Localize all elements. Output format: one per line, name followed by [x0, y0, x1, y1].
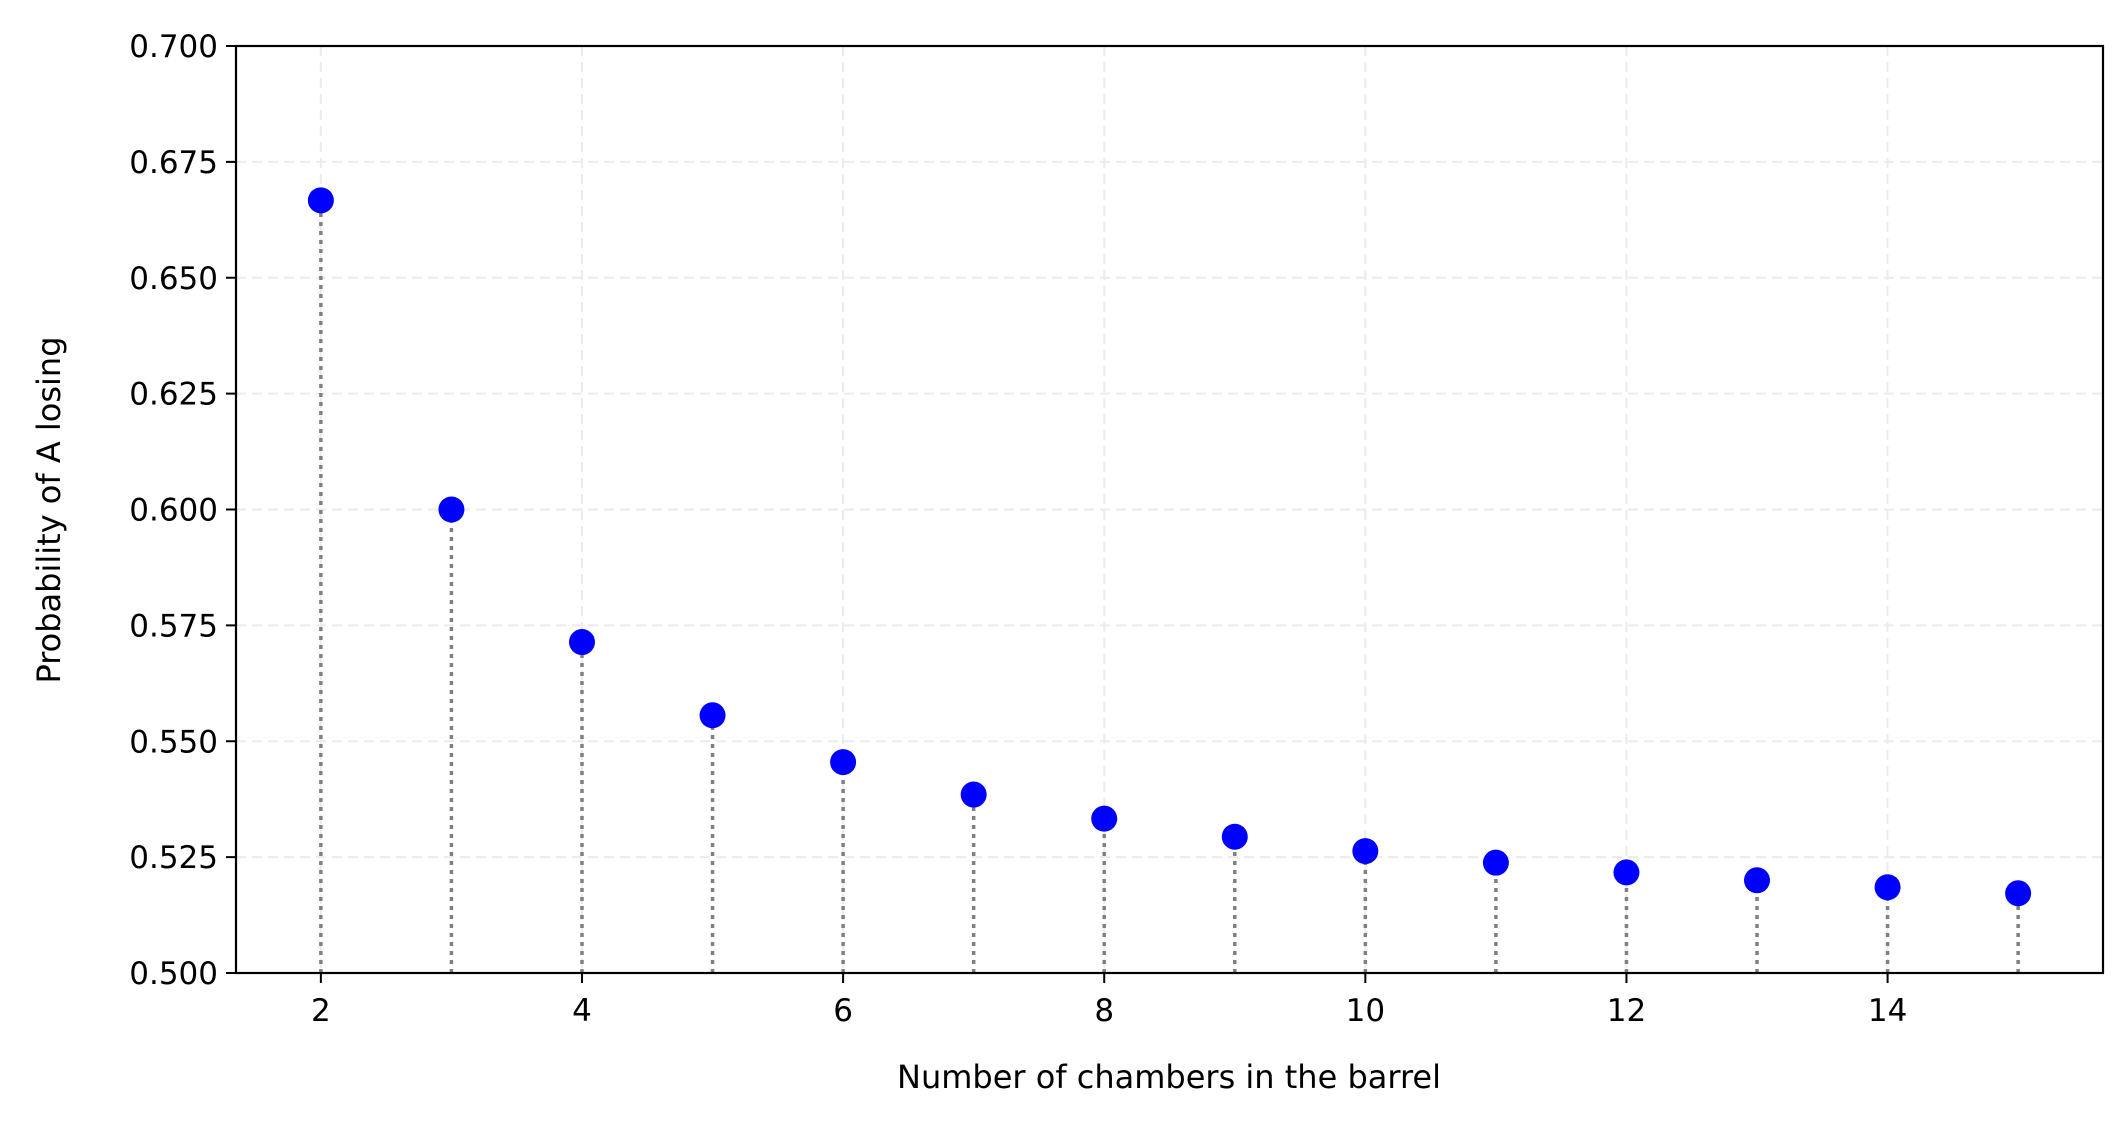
x-tick-label: 10: [1346, 993, 1385, 1029]
stem-lines: [319, 200, 2020, 973]
x-tick-label: 12: [1607, 993, 1646, 1029]
x-axis-title: Number of chambers in the barrel: [897, 1058, 1441, 1096]
x-tick-label: 14: [1868, 993, 1907, 1029]
x-tick-label: 6: [833, 993, 853, 1029]
y-tick-label: 0.700: [129, 29, 218, 65]
y-tick-label: 0.575: [129, 608, 218, 644]
data-point: [1482, 849, 1509, 876]
data-point: [1613, 859, 1640, 886]
data-points: [307, 187, 2032, 907]
data-point: [1874, 874, 1901, 901]
x-tick-label: 8: [1094, 993, 1114, 1029]
y-tick-label: 0.600: [129, 493, 218, 529]
grid-lines: [236, 45, 2103, 974]
data-point: [699, 702, 726, 729]
data-point: [438, 496, 465, 523]
data-point: [1352, 838, 1379, 865]
y-tick-label: 0.500: [129, 956, 218, 992]
data-point: [960, 781, 987, 808]
y-tick-label: 0.550: [129, 724, 218, 760]
x-tick-label: 4: [572, 993, 592, 1029]
data-point: [568, 629, 595, 656]
data-point: [830, 749, 857, 776]
data-point: [2005, 880, 2032, 907]
y-tick-label: 0.675: [129, 145, 218, 181]
axis-ticks: 2 4 6 8 10 12 14 0.500 0.525 0.550 0.575 0.600 0.625…: [129, 29, 1907, 1029]
y-tick-label: 0.625: [129, 377, 218, 413]
data-point: [307, 187, 334, 214]
data-point: [1091, 805, 1118, 832]
x-tick-label: 2: [311, 993, 331, 1029]
data-point: [1221, 823, 1248, 850]
y-tick-label: 0.650: [129, 261, 218, 297]
y-tick-label: 0.525: [129, 840, 218, 876]
y-axis-title: Probability of A losing: [30, 336, 68, 683]
data-point: [1744, 867, 1771, 894]
